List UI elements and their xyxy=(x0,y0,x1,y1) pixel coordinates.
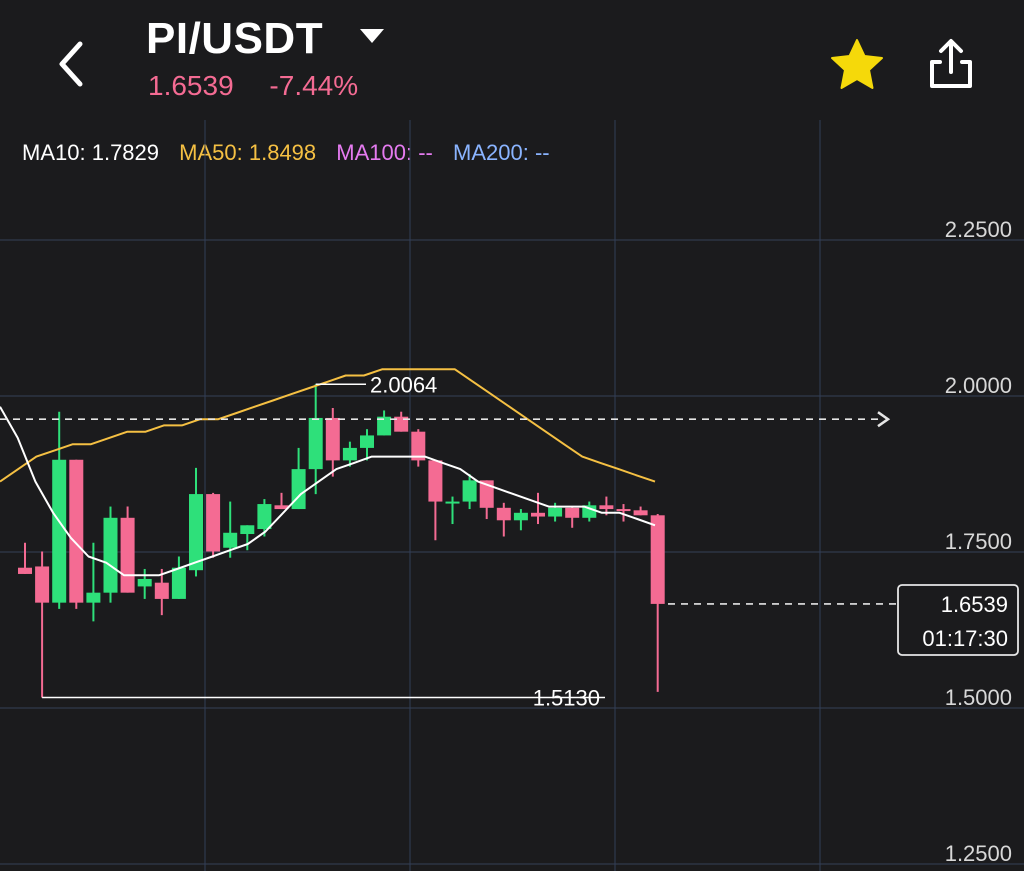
ma100-label: MA100: xyxy=(336,140,413,165)
candle-body xyxy=(548,507,563,517)
header: PI/USDT 1.6539 -7.44% xyxy=(0,0,1024,120)
candle-body xyxy=(496,507,511,521)
ma50-value: 1.8498 xyxy=(248,140,317,165)
candle-body xyxy=(633,510,648,516)
candle-body xyxy=(274,505,289,510)
candle-body xyxy=(599,505,614,510)
ma10-label: MA10: xyxy=(22,140,86,165)
candle-body xyxy=(240,525,255,535)
ma50-label: MA50: xyxy=(179,140,243,165)
candle-body xyxy=(171,567,186,599)
ma10-value: 1.7829 xyxy=(91,140,160,165)
price-line: 1.6539 -7.44% xyxy=(148,70,386,102)
arrow-right-icon xyxy=(877,411,891,428)
ma-legend: MA10: 1.7829 MA50: 1.8498 MA100: -- MA20… xyxy=(22,140,564,166)
candle-body xyxy=(103,517,118,593)
star-icon[interactable] xyxy=(828,36,886,94)
candle-body xyxy=(360,435,374,448)
y-tick-label: 2.2500 xyxy=(945,217,1012,242)
ma200-value: -- xyxy=(534,140,550,165)
candle-body xyxy=(479,480,494,508)
candle-body xyxy=(86,592,101,603)
candle-body xyxy=(650,515,665,604)
candle-body xyxy=(223,532,238,548)
max-price-label: 2.0064 xyxy=(370,372,437,397)
candle-body xyxy=(18,567,32,574)
candle-body xyxy=(582,505,597,518)
candle-body xyxy=(616,509,631,512)
share-icon[interactable] xyxy=(924,36,978,92)
candle-body xyxy=(428,460,443,502)
ma100-legend: MA100: -- xyxy=(336,140,439,165)
candle-body xyxy=(120,517,135,593)
candle-body xyxy=(154,582,169,599)
ma100-value: -- xyxy=(418,140,433,165)
candle-body xyxy=(445,501,460,504)
candle-body xyxy=(377,416,392,436)
candle-body xyxy=(52,459,67,603)
candle-body xyxy=(565,507,580,518)
candle-body xyxy=(411,431,426,461)
ma10-legend: MA10: 1.7829 xyxy=(22,140,165,165)
candle-body xyxy=(325,417,340,461)
ma10-line xyxy=(0,406,656,577)
y-tick-label: 1.2500 xyxy=(945,841,1012,866)
pair-title[interactable]: PI/USDT xyxy=(146,14,324,63)
candle-body xyxy=(206,494,221,552)
candle-body xyxy=(137,578,152,587)
y-tick-label: 2.0000 xyxy=(945,373,1012,398)
candle-body xyxy=(513,512,528,521)
y-tick-label: 1.7500 xyxy=(945,529,1012,554)
min-price-label: 1.5130 xyxy=(533,686,600,711)
last-price: 1.6539 xyxy=(148,70,234,101)
candle-body xyxy=(342,447,357,461)
countdown-label: 01:17:30 xyxy=(922,626,1008,651)
ma50-legend: MA50: 1.8498 xyxy=(179,140,322,165)
candle-body xyxy=(394,416,409,432)
candle-body xyxy=(69,459,84,603)
last-price-box xyxy=(897,584,1019,656)
back-arrow-icon[interactable] xyxy=(52,38,96,90)
y-tick-label: 1.5000 xyxy=(945,685,1012,710)
price-change: -7.44% xyxy=(269,70,359,101)
candle-body xyxy=(462,480,477,502)
candle-body xyxy=(189,494,203,571)
candle-body xyxy=(308,417,323,470)
ma200-label: MA200: xyxy=(453,140,529,165)
ma50-line xyxy=(0,368,656,483)
ma200-legend: MA200: -- xyxy=(453,140,550,165)
candle-body xyxy=(35,566,50,603)
candle-body xyxy=(257,504,272,530)
last-price-label: 1.6539 xyxy=(941,592,1008,617)
caret-down-icon[interactable] xyxy=(358,26,386,46)
candle-body xyxy=(531,512,545,517)
